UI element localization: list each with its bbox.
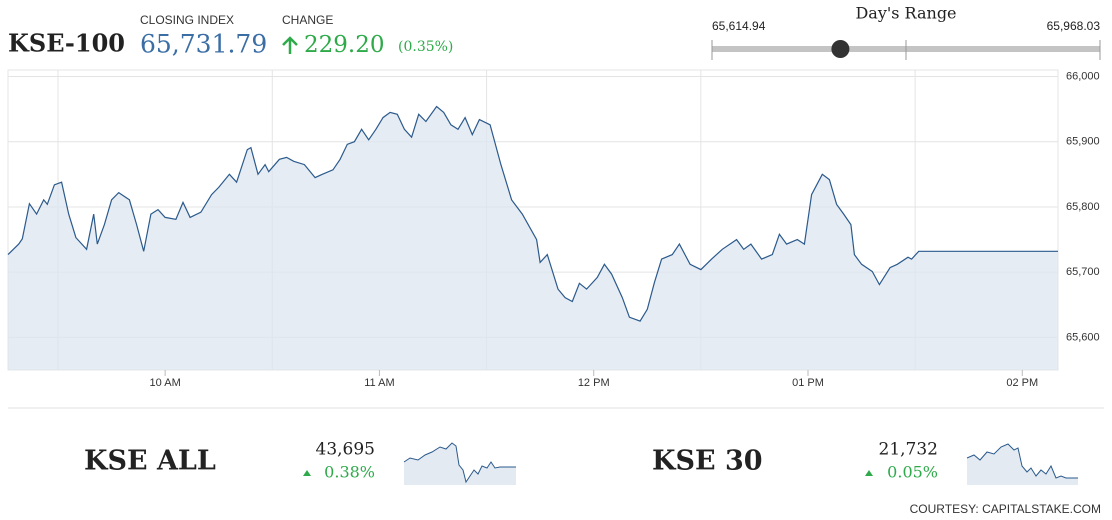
y-tick-label: 66,000 <box>1066 70 1100 82</box>
change-percent: (0.35%) <box>398 39 453 55</box>
change-label: CHANGE <box>282 13 333 27</box>
x-tick-label: 12 PM <box>578 377 610 389</box>
sparkline-area <box>404 443 516 485</box>
index-title: KSE-100 <box>8 29 125 58</box>
range-marker <box>831 40 850 58</box>
range-low: 65,614.94 <box>712 19 766 33</box>
index-value: 21,732 <box>879 440 938 460</box>
index-change: 0.38% <box>324 463 375 482</box>
y-tick-label: 65,800 <box>1066 201 1100 213</box>
x-tick-label: 02 PM <box>1006 377 1038 389</box>
sparkline-area <box>967 444 1078 485</box>
x-tick-label: 01 PM <box>792 377 824 389</box>
y-tick-label: 65,900 <box>1066 136 1100 148</box>
line <box>7 105 1058 322</box>
index-name: KSE ALL <box>84 446 216 477</box>
x-tick-label: 11 AM <box>364 377 394 389</box>
y-tick-label: 65,600 <box>1066 331 1100 343</box>
up-arrow <box>282 36 298 54</box>
closing-value: 65,731.79 <box>140 30 267 59</box>
change-value: 229.20 <box>304 32 384 58</box>
up-triangle <box>303 470 311 476</box>
index-value: 43,695 <box>316 440 375 460</box>
up-triangle <box>865 470 873 476</box>
closing-label: CLOSING INDEX <box>140 13 234 27</box>
range-title: Day's Range <box>855 4 956 23</box>
index-change: 0.05% <box>887 463 938 482</box>
range-high: 65,968.03 <box>1047 19 1101 33</box>
index-name: KSE 30 <box>652 446 763 477</box>
x-tick-label: 10 AM <box>150 377 181 389</box>
footer: COURTESY: CAPITALSTAKE.COM <box>910 502 1101 516</box>
y-tick-label: 65,700 <box>1066 266 1100 278</box>
area <box>8 106 1058 370</box>
sparkline <box>403 442 516 484</box>
sparkline <box>966 443 1078 479</box>
